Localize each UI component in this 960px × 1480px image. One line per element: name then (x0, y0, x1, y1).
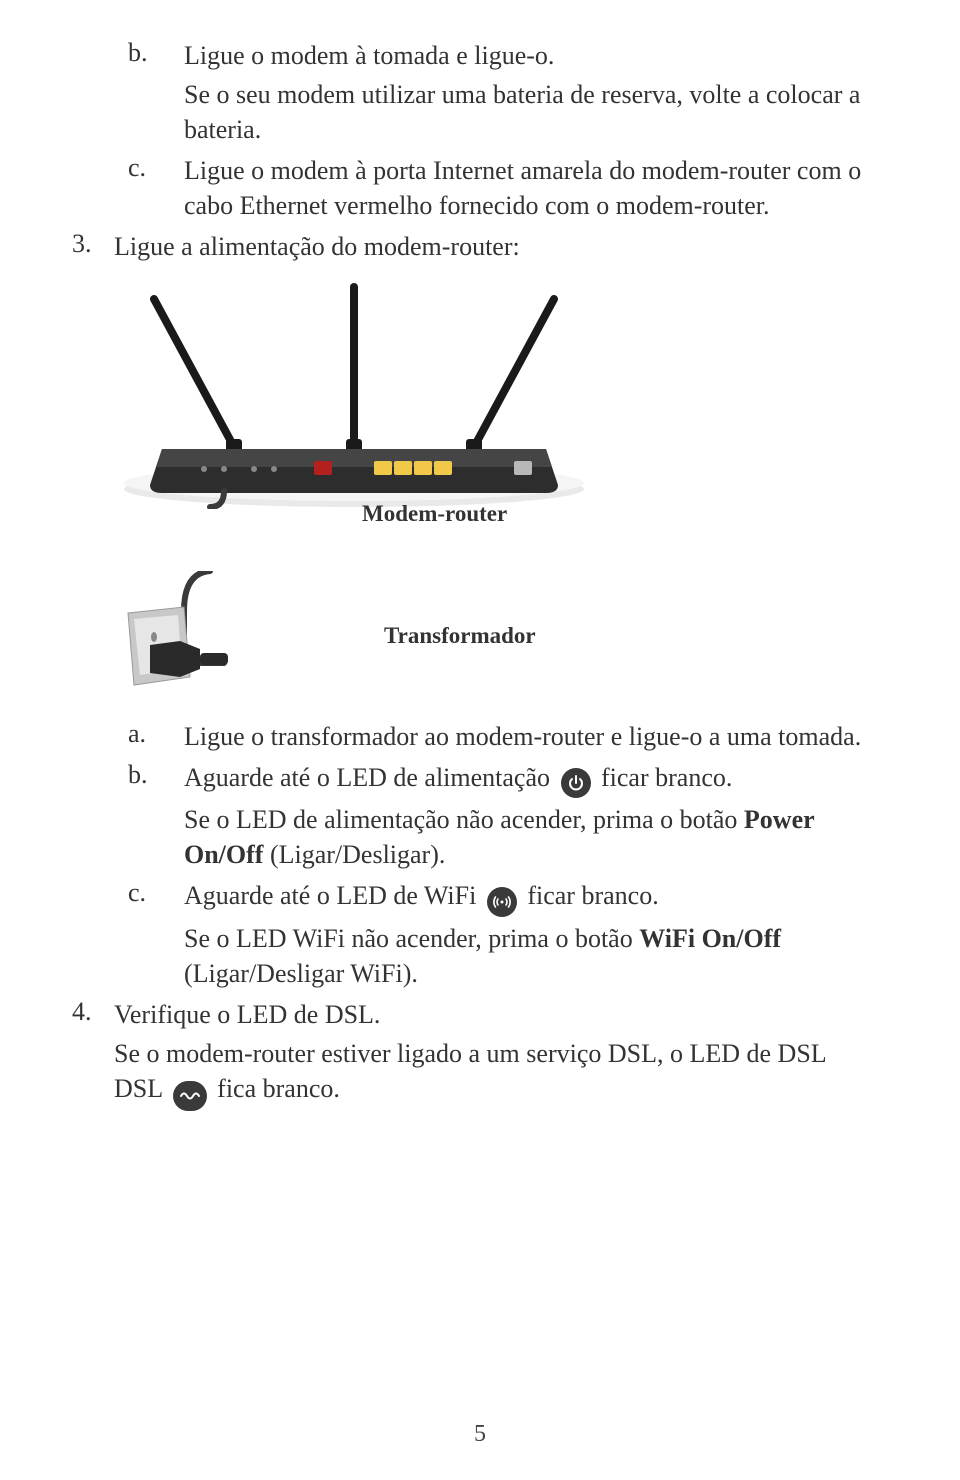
content-b2: Aguarde até o LED de alimentação ficar b… (184, 760, 888, 872)
c2-post: ficar branco. (527, 881, 658, 910)
content-a2: Ligue o transformador ao modem-router e … (184, 719, 888, 754)
marker-3: 3. (72, 229, 114, 264)
router-svg (114, 279, 674, 509)
marker-c: c. (128, 153, 184, 223)
c2-l2b: WiFi On/Off (639, 924, 781, 953)
content-3: Ligue a alimentação do modem-router: (114, 229, 888, 264)
n4-line1: Verifique o LED de DSL. (114, 997, 888, 1032)
list-item-a2: a. Ligue o transformador ao modem-router… (128, 719, 888, 754)
b2-line2: Se o LED de alimentação não acender, pri… (184, 802, 888, 872)
router-diagram: Modem-router Transformador (114, 279, 888, 701)
list-item-3: 3. Ligue a alimentação do modem-router: (72, 229, 888, 264)
content-c2: Aguarde até o LED de WiFi ficar branco. … (184, 878, 888, 991)
list-item-4: 4. Verifique o LED de DSL. Se o modem-ro… (72, 997, 888, 1111)
marker-b2: b. (128, 760, 184, 872)
list-item-c: c. Ligue o modem à porta Internet amarel… (128, 153, 888, 223)
c2-l2c: (Ligar/Desligar WiFi). (184, 959, 418, 988)
content-c: Ligue o modem à porta Internet amarela d… (184, 153, 888, 223)
b2-post: ficar branco. (601, 763, 732, 792)
marker-c2: c. (128, 878, 184, 991)
dsl-icon (173, 1081, 207, 1111)
b2-l2c: (Ligar/Desligar). (263, 840, 445, 869)
marker-a2: a. (128, 719, 184, 754)
outlet-svg (114, 571, 314, 701)
content-b: Ligue o modem à tomada e ligue-o. Se o s… (184, 38, 888, 147)
n4-l2a: Se o modem-router estiver ligado a um se… (114, 1039, 827, 1068)
c2-l2a: Se o LED WiFi não acender, prima o botão (184, 924, 639, 953)
c2-line2: Se o LED WiFi não acender, prima o botão… (184, 921, 888, 991)
wifi-icon (487, 887, 517, 917)
marker-4: 4. (72, 997, 114, 1111)
n4-line2: Se o modem-router estiver ligado a um se… (114, 1036, 888, 1111)
power-icon (561, 768, 591, 798)
page-number: 5 (0, 1421, 960, 1448)
list-item-c2: c. Aguarde até o LED de WiFi ficar branc… (128, 878, 888, 991)
n4-dsl: DSL (114, 1074, 169, 1103)
list-item-b2: b. Aguarde até o LED de alimentação fica… (128, 760, 888, 872)
transformer-row: Transformador (114, 571, 888, 701)
b-line1: Ligue o modem à tomada e ligue-o. (184, 38, 888, 73)
b-line2: Se o seu modem utilizar uma bateria de r… (184, 77, 888, 147)
list-item-b: b. Ligue o modem à tomada e ligue-o. Se … (128, 38, 888, 147)
label-transformador: Transformador (384, 623, 536, 649)
b2-l2a: Se o LED de alimentação não acender, pri… (184, 805, 744, 834)
marker-b: b. (128, 38, 184, 147)
content-4: Verifique o LED de DSL. Se o modem-route… (114, 997, 888, 1111)
b2-pre: Aguarde até o LED de alimentação (184, 763, 557, 792)
label-modem-router: Modem-router (362, 501, 888, 527)
c2-pre: Aguarde até o LED de WiFi (184, 881, 483, 910)
n4-l2b: fica branco. (217, 1074, 340, 1103)
